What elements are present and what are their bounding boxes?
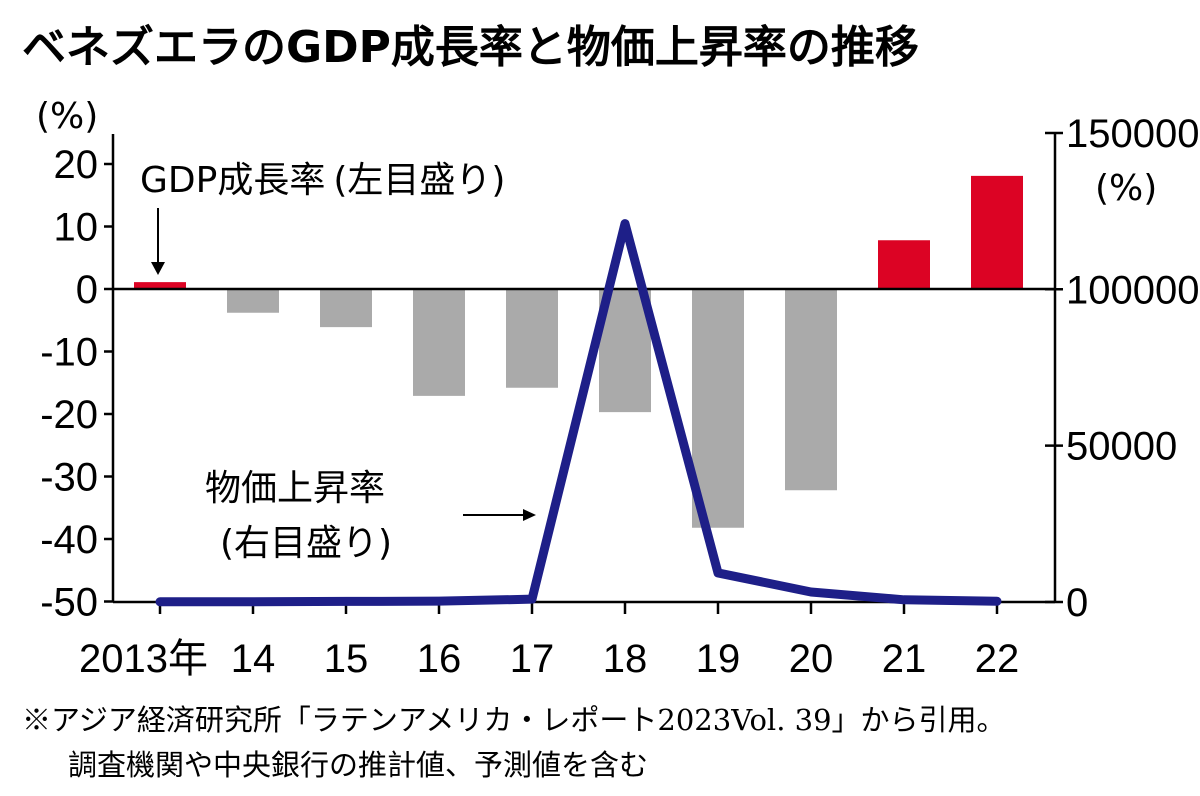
left-tick-label: 0 xyxy=(76,268,98,312)
right-tick-label: 0 xyxy=(1066,581,1088,625)
cpi-arrow-head xyxy=(523,509,536,521)
x-tick-label: 15 xyxy=(324,637,369,681)
left-tick-label: -30 xyxy=(40,456,98,500)
x-tick-label: 19 xyxy=(696,637,741,681)
bar-22 xyxy=(971,175,1023,289)
left-tick-label: -40 xyxy=(40,518,98,562)
bar-21 xyxy=(878,240,930,289)
x-tick-label: 21 xyxy=(882,637,927,681)
left-tick-label: 10 xyxy=(54,206,99,250)
right-tick-label: 150000 xyxy=(1066,112,1199,156)
cpi-label: 物価上昇率 xyxy=(205,468,385,509)
ticks: 20 10 0 -10 -20 -30 -40 -50 150000 100000 50000 0 20… xyxy=(40,112,1199,681)
right-axis-unit: (%) xyxy=(1095,168,1157,209)
x-tick-label: 22 xyxy=(975,637,1020,681)
bar-17 xyxy=(506,289,558,388)
left-tick-label: -20 xyxy=(40,393,98,437)
cpi-line xyxy=(155,219,1002,607)
chart-title: ベネズエラのGDP成長率と物価上昇率の推移 xyxy=(22,22,919,73)
bar-14 xyxy=(227,289,279,313)
bar-20 xyxy=(785,289,837,491)
x-tick-label: 20 xyxy=(789,637,834,681)
gdp-label-text: GDP成長率 xyxy=(140,160,325,201)
footnote-line2: 調査機関や中央銀行の推計値、予測値を含む xyxy=(68,748,648,782)
bar-2013年 xyxy=(134,282,186,289)
x-tick-label: 14 xyxy=(231,637,276,681)
gdp-label: GDP成長率 (左目盛り) xyxy=(140,160,505,201)
right-tick-label: 100000 xyxy=(1066,268,1199,312)
gdp-label-sub: (左目盛り) xyxy=(333,160,505,201)
right-tick-label: 50000 xyxy=(1066,425,1177,469)
bar-15 xyxy=(320,289,372,328)
x-tick-label: 17 xyxy=(510,637,555,681)
x-tick-label: 2013年 xyxy=(79,637,208,681)
bar-19 xyxy=(692,289,744,528)
cpi-label-sub: (右目盛り) xyxy=(220,523,392,564)
left-tick-label: 20 xyxy=(54,143,99,187)
gdp-arrow-head xyxy=(151,262,165,275)
left-tick-label: -10 xyxy=(40,331,98,375)
bar-16 xyxy=(413,289,465,396)
x-tick-label: 16 xyxy=(417,637,462,681)
left-tick-label: -50 xyxy=(40,581,98,625)
x-tick-label: 18 xyxy=(603,637,648,681)
footnote-line1: ※アジア経済研究所「ラテンアメリカ・レポート2023Vol. 39」から引用。 xyxy=(22,703,1006,737)
left-axis-unit: (%) xyxy=(36,96,98,137)
